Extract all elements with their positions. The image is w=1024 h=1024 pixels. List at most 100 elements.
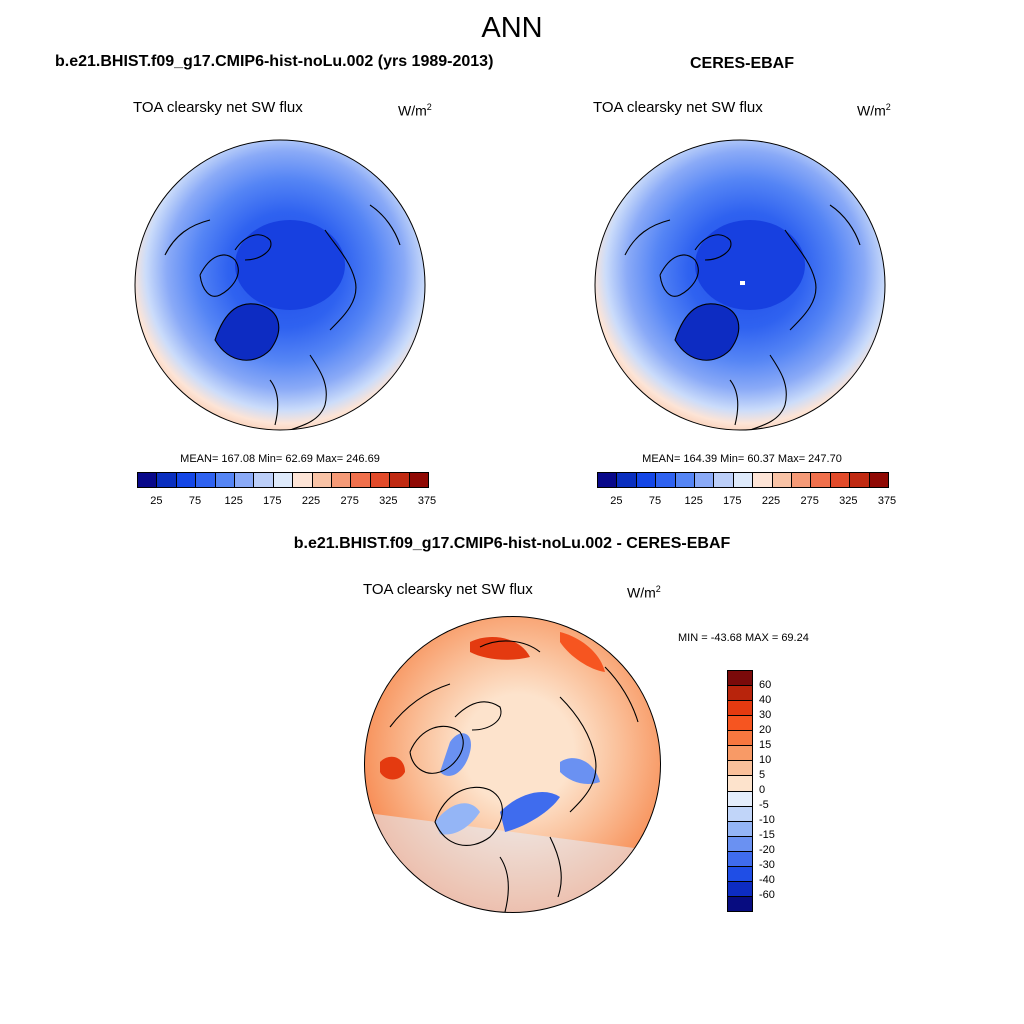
model-panel-title: b.e21.BHIST.f09_g17.CMIP6-hist-noLu.002 … (55, 53, 494, 70)
model-colorbar-swatch (157, 473, 177, 487)
obs-colorbar-tick-label: 175 (723, 495, 742, 507)
diff-colorbar-tick-label: 30 (759, 709, 772, 721)
obs-colorbar-swatch (830, 473, 851, 487)
model-colorbar-swatch (273, 473, 294, 487)
diff-variable-label: TOA clearsky net SW flux (363, 581, 533, 598)
obs-colorbar-tick-label: 275 (800, 495, 819, 507)
obs-colorbar (597, 472, 889, 488)
diff-colorbar-swatch (728, 836, 752, 852)
diff-colorbar-swatch (728, 731, 752, 747)
diff-colorbar-swatch (728, 896, 752, 911)
diff-colorbar-swatch (728, 821, 752, 837)
model-colorbar-tick-label: 125 (224, 495, 243, 507)
obs-units-label: W/m2 (857, 102, 891, 119)
diff-colorbar-tick-label: -20 (759, 844, 775, 856)
obs-colorbar-swatch (598, 473, 618, 487)
model-colorbar-swatch (215, 473, 236, 487)
diff-colorbar-tick-label: 60 (759, 679, 772, 691)
diff-colorbar-tick-label: 10 (759, 754, 772, 766)
obs-colorbar-swatch (675, 473, 696, 487)
obs-polar-map (594, 139, 886, 431)
diff-polar-map (364, 616, 661, 913)
diff-stats: MIN = -43.68 MAX = 69.24 (678, 632, 809, 644)
diff-colorbar-tick-label: 15 (759, 739, 772, 751)
coastlines (164, 204, 401, 430)
diff-colorbar-swatch (728, 791, 752, 807)
obs-colorbar-swatch (656, 473, 676, 487)
obs-colorbar-tick-label: 25 (610, 495, 623, 507)
coastlines (624, 204, 861, 430)
diff-colorbar-tick-label: -10 (759, 814, 775, 826)
model-polar-map (134, 139, 426, 431)
model-colorbar-swatch (176, 473, 197, 487)
diff-colorbar-tick-label: 20 (759, 724, 772, 736)
model-colorbar-swatch (235, 473, 255, 487)
greenland-region (675, 303, 739, 361)
coastlines (389, 640, 639, 913)
season-title: ANN (481, 12, 543, 44)
diff-colorbar-swatch (728, 671, 752, 687)
model-colorbar-tick-label: 75 (188, 495, 202, 507)
model-colorbar-swatch (409, 473, 429, 487)
diff-panel-title: b.e21.BHIST.f09_g17.CMIP6-hist-noLu.002 … (293, 535, 731, 552)
model-colorbar-swatch (138, 473, 158, 487)
diff-colorbar-swatch (728, 851, 752, 867)
obs-colorbar-swatch (772, 473, 793, 487)
obs-colorbar-swatch (695, 473, 715, 487)
diff-colorbar-swatch (728, 866, 752, 882)
model-colorbar-swatch (293, 473, 313, 487)
obs-colorbar-swatch (869, 473, 889, 487)
model-colorbar (137, 472, 429, 488)
diff-colorbar-tick-label: 40 (759, 694, 772, 706)
diff-colorbar-tick-label: -30 (759, 859, 775, 871)
model-colorbar-swatch (390, 473, 410, 487)
diff-colorbar-swatch (728, 776, 752, 792)
diff-colorbar-swatch (728, 806, 752, 822)
diff-colorbar-tick-label: -60 (759, 889, 775, 901)
map-border (594, 139, 886, 431)
obs-stats: MEAN= 164.39 Min= 60.37 Max= 247.70 (642, 453, 842, 465)
model-colorbar-labels: 25 75 125 175 225 275 325 375 (137, 495, 436, 509)
diff-colorbar-tick-label: -15 (759, 829, 775, 841)
model-colorbar-tick-label: 175 (263, 495, 282, 507)
obs-colorbar-swatch (617, 473, 637, 487)
model-colorbar-swatch (312, 473, 333, 487)
diff-colorbar (727, 670, 753, 912)
diff-colorbar-swatch (728, 716, 752, 732)
model-colorbar-swatch (196, 473, 216, 487)
diff-colorbar-swatch (728, 701, 752, 717)
model-colorbar-tick-label: 25 (150, 495, 163, 507)
greenland-region (215, 303, 279, 361)
diff-units-label: W/m2 (627, 584, 661, 601)
model-colorbar-tick-label: 275 (340, 495, 359, 507)
obs-colorbar-swatch (636, 473, 657, 487)
map-border (364, 616, 661, 913)
diff-colorbar-tick-label: 5 (759, 769, 766, 781)
obs-colorbar-swatch (811, 473, 831, 487)
obs-colorbar-swatch (714, 473, 734, 487)
model-colorbar-tick-label: 325 (379, 495, 398, 507)
diff-colorbar-swatch (728, 746, 752, 762)
model-colorbar-tick-label: 225 (301, 495, 321, 507)
diff-colorbar-labels: 60 40 30 20 15 10 5 0 -5 -10 -15 -20 -30 -40 -60 (759, 670, 799, 910)
map-border (134, 139, 426, 431)
model-colorbar-swatch (370, 473, 391, 487)
obs-colorbar-tick-label: 325 (839, 495, 858, 507)
obs-variable-label: TOA clearsky net SW flux (593, 99, 763, 116)
model-colorbar-swatch (332, 473, 352, 487)
obs-colorbar-labels: 25 75 125 175 225 275 325 375 (597, 495, 896, 509)
diff-colorbar-tick-label: -5 (759, 799, 769, 811)
diff-colorbar-swatch (728, 881, 752, 897)
obs-colorbar-swatch (753, 473, 773, 487)
obs-colorbar-swatch (850, 473, 870, 487)
model-variable-label: TOA clearsky net SW flux (133, 99, 303, 116)
obs-colorbar-swatch (792, 473, 812, 487)
model-units-label: W/m2 (398, 102, 432, 119)
obs-colorbar-swatch (733, 473, 754, 487)
model-colorbar-swatch (351, 473, 371, 487)
diff-colorbar-swatch (728, 686, 752, 702)
obs-colorbar-tick-label: 75 (648, 495, 662, 507)
model-stats: MEAN= 167.08 Min= 62.69 Max= 246.69 (180, 453, 380, 465)
diff-colorbar-tick-label: 0 (759, 784, 766, 796)
obs-panel-title: CERES-EBAF (690, 55, 795, 72)
